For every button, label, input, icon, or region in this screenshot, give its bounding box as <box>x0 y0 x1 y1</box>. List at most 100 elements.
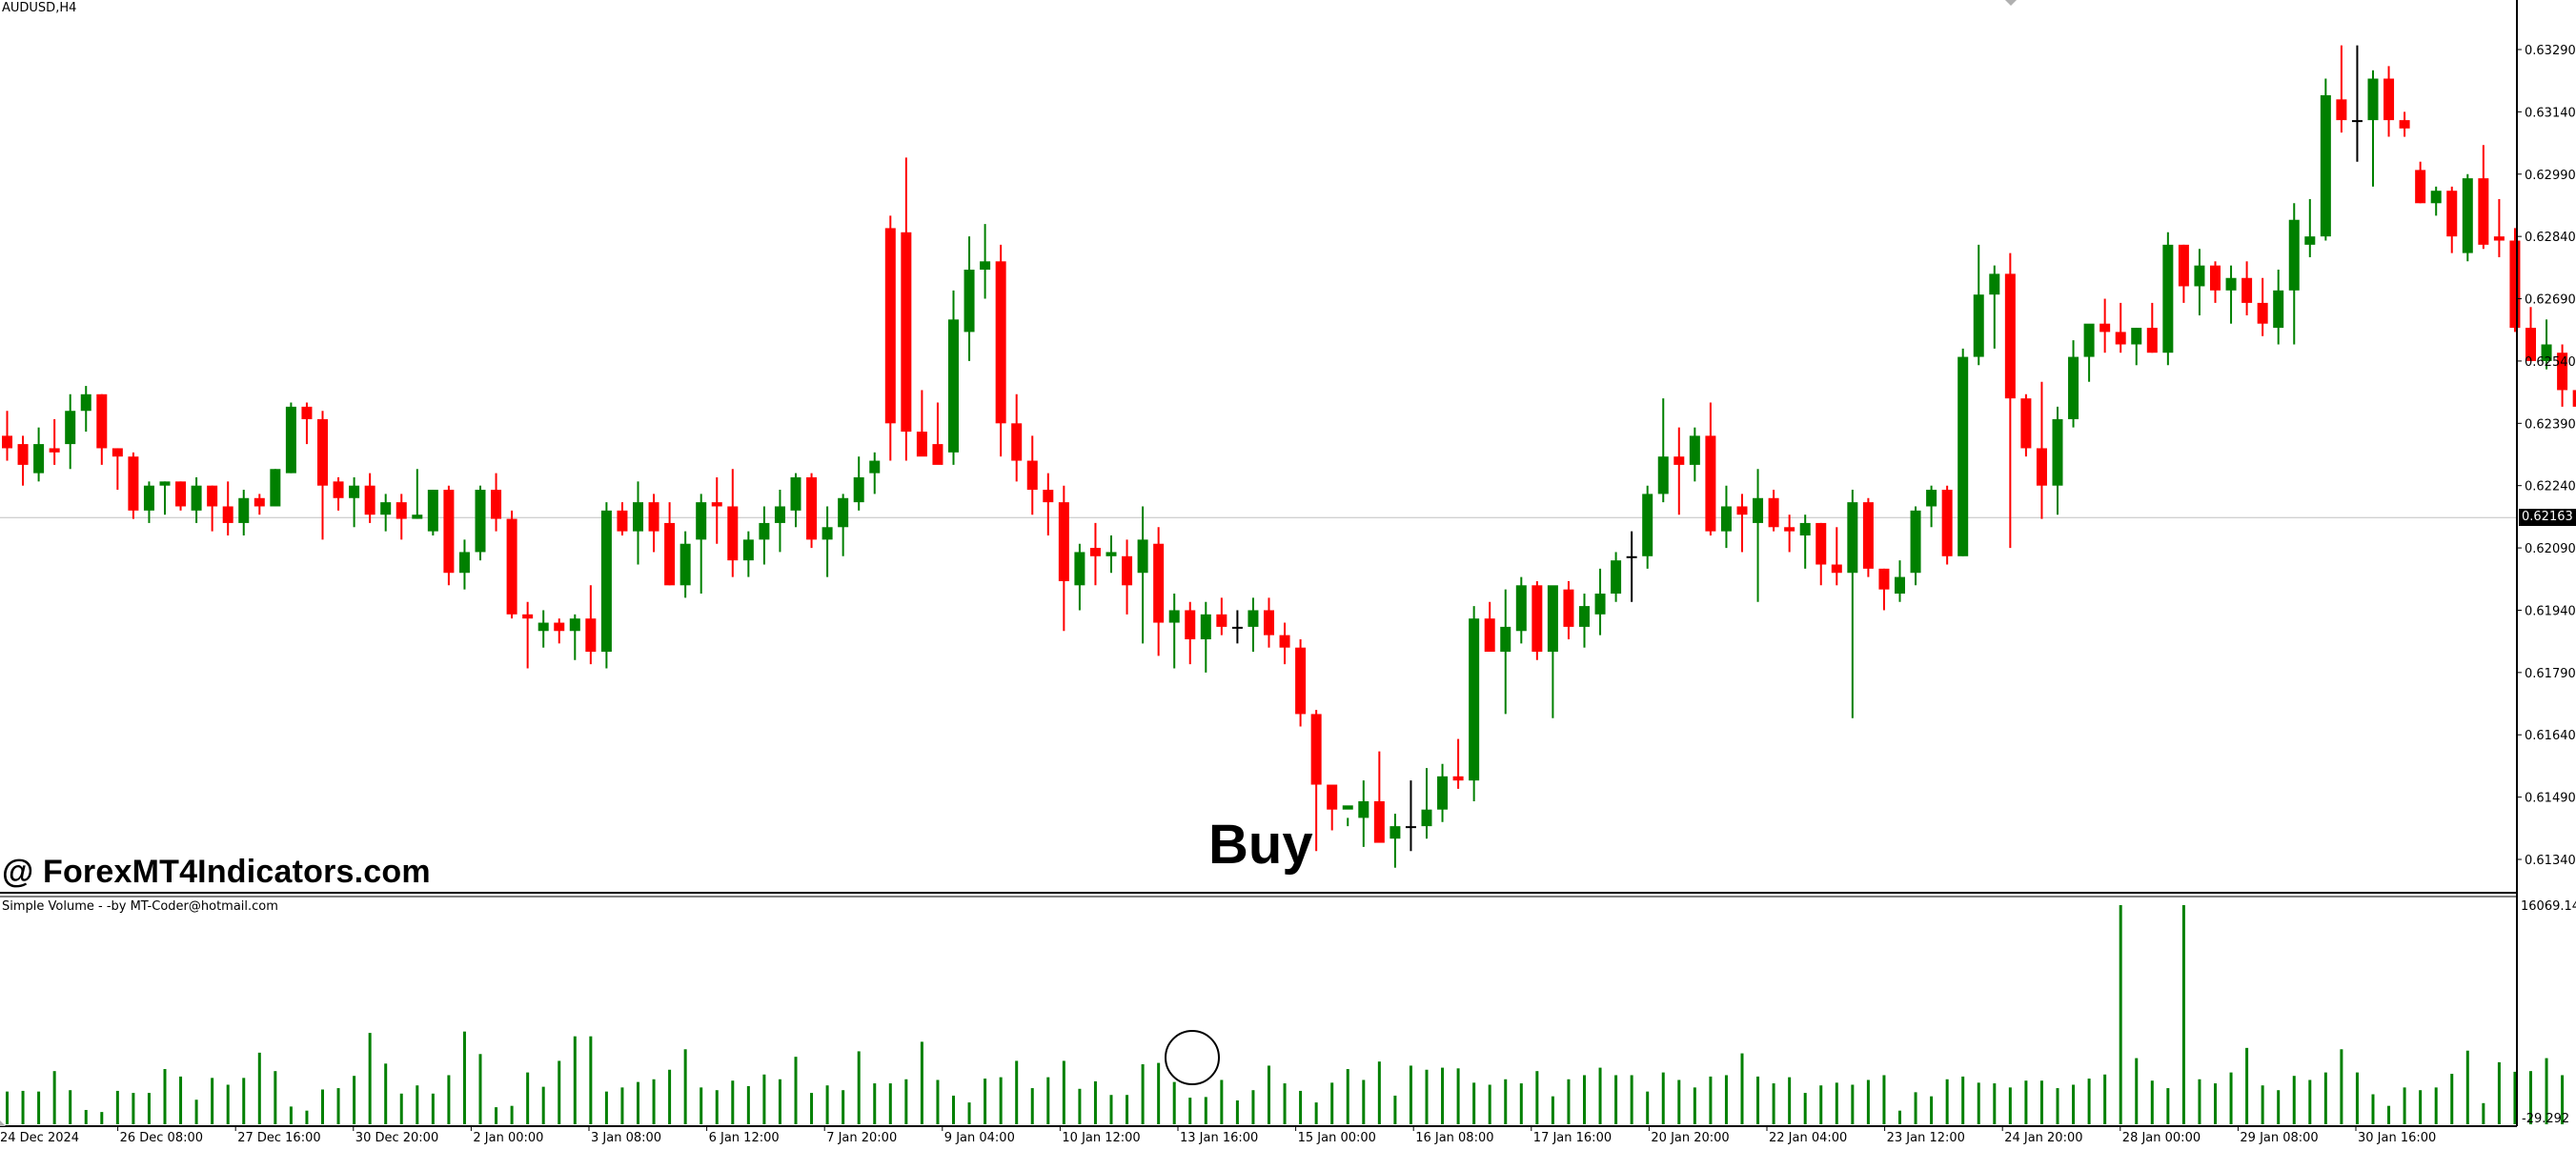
candle <box>1185 601 1196 665</box>
volume-bar <box>2119 905 2122 1124</box>
candle <box>980 224 991 299</box>
volume-bar <box>2403 1087 2406 1124</box>
candle <box>2478 145 2489 250</box>
volume-bar <box>857 1051 861 1124</box>
volume-bar <box>700 1087 703 1124</box>
svg-text:24 Jan 20:00: 24 Jan 20:00 <box>2004 1131 2082 1145</box>
volume-bar <box>2450 1074 2454 1124</box>
candle <box>884 215 896 461</box>
svg-text:28 Jan 00:00: 28 Jan 00:00 <box>2122 1131 2201 1145</box>
candle <box>1011 393 1023 482</box>
svg-text:0.61340: 0.61340 <box>2525 854 2576 868</box>
volume-bar <box>2529 1071 2532 1124</box>
candle <box>633 481 643 565</box>
volume-bar <box>2323 1072 2327 1124</box>
symbol-timeframe-label: AUDUSD,H4 <box>2 1 77 15</box>
candle <box>1957 348 1969 556</box>
volume-bar <box>2482 1102 2485 1124</box>
candle <box>1831 527 1842 586</box>
candle <box>506 510 517 619</box>
candle <box>1484 601 1495 653</box>
svg-text:13 Jan 16:00: 13 Jan 16:00 <box>1180 1131 1258 1145</box>
svg-text:30 Jan 16:00: 30 Jan 16:00 <box>2358 1131 2436 1145</box>
candle <box>569 614 580 660</box>
volume-bar <box>1914 1092 1917 1124</box>
candle <box>1941 485 1953 565</box>
volume-bar <box>2261 1085 2264 1124</box>
volume-bar <box>1945 1079 1949 1124</box>
volume-bar <box>1456 1068 1460 1124</box>
volume-bar <box>1062 1060 1065 1124</box>
volume-bar <box>746 1085 750 1124</box>
volume-histogram <box>6 905 2565 1124</box>
candle <box>554 618 565 644</box>
volume-indicator-label: Simple Volume - -by MT-Coder@hotmail.com <box>2 899 278 914</box>
candle <box>2178 244 2189 303</box>
candle <box>838 494 849 556</box>
volume-bar <box>6 1091 9 1124</box>
candle <box>790 473 801 528</box>
svg-text:16069.14: 16069.14 <box>2521 899 2576 914</box>
volume-bar <box>2465 1050 2469 1124</box>
svg-text:6 Jan 12:00: 6 Jan 12:00 <box>709 1131 780 1145</box>
svg-text:0.63140: 0.63140 <box>2525 106 2576 120</box>
candle <box>774 490 785 553</box>
candle <box>948 290 959 465</box>
volume-bar <box>842 1090 845 1124</box>
volume-bar <box>1188 1098 1192 1124</box>
candle <box>301 402 313 445</box>
candle <box>333 476 344 511</box>
candle <box>821 506 833 577</box>
svg-text:0.61490: 0.61490 <box>2525 792 2576 806</box>
volume-bar <box>652 1079 656 1124</box>
volume-bar <box>1283 1083 1287 1124</box>
volume-bar <box>952 1095 955 1124</box>
candle <box>696 494 707 595</box>
candle <box>2572 390 2576 407</box>
svg-text:17 Jan 16:00: 17 Jan 16:00 <box>1533 1131 1612 1145</box>
volume-bar <box>1677 1079 1681 1124</box>
candle <box>2430 186 2442 216</box>
volume-bar <box>984 1079 987 1124</box>
svg-text:20 Jan 20:00: 20 Jan 20:00 <box>1651 1131 1729 1145</box>
volume-bar <box>194 1100 198 1124</box>
svg-text:22 Jan 04:00: 22 Jan 04:00 <box>1769 1131 1847 1145</box>
buy-signal-label: Buy <box>1208 814 1313 876</box>
candle <box>1515 576 1527 644</box>
svg-text:2 Jan 00:00: 2 Jan 00:00 <box>473 1131 543 1145</box>
volume-bar <box>873 1083 877 1124</box>
volume-bar <box>1803 1093 1807 1124</box>
candle <box>128 452 139 519</box>
volume-bar <box>668 1069 672 1124</box>
volume-bar <box>242 1078 246 1124</box>
candle <box>49 418 60 465</box>
volume-bar <box>936 1079 940 1124</box>
candle <box>238 490 250 535</box>
volume-bar <box>1078 1088 1082 1124</box>
volume-bar <box>2135 1058 2139 1124</box>
candle <box>869 452 881 494</box>
volume-bar <box>794 1057 798 1124</box>
volume-bar <box>1740 1053 1744 1124</box>
candle <box>1531 580 1543 660</box>
volume-bar <box>21 1090 25 1124</box>
candle <box>2036 381 2047 519</box>
volume-bar <box>1504 1079 1508 1124</box>
volume-bar <box>305 1110 309 1124</box>
candle <box>1405 780 1416 852</box>
candle <box>2336 45 2347 133</box>
svg-text:0.62990: 0.62990 <box>2525 169 2576 183</box>
svg-text:-29.292: -29.292 <box>2522 1112 2569 1126</box>
svg-text:10 Jan 12:00: 10 Jan 12:00 <box>1062 1131 1140 1145</box>
candle <box>143 481 154 523</box>
candle <box>2146 302 2158 353</box>
candle <box>427 490 438 535</box>
volume-bar <box>778 1079 781 1124</box>
candle <box>2415 161 2426 204</box>
volume-bar <box>416 1085 419 1124</box>
candle <box>349 476 360 528</box>
candle <box>1878 568 1890 611</box>
candle <box>617 502 628 535</box>
